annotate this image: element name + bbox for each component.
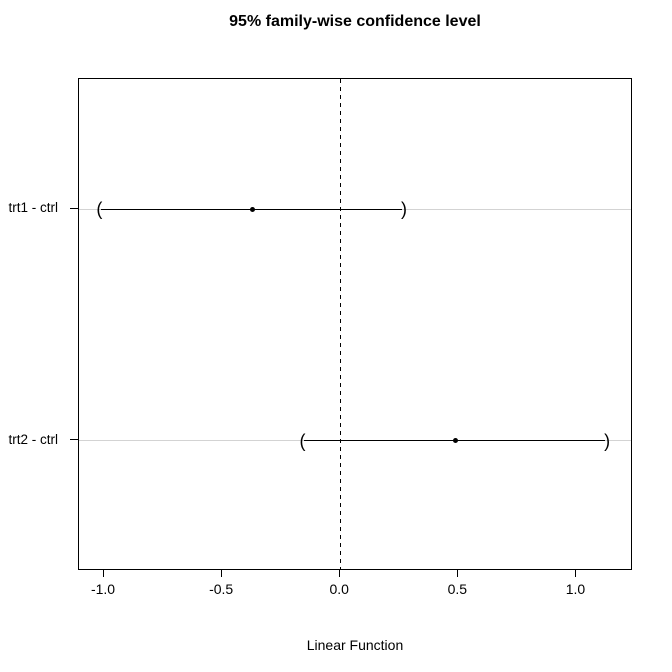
x-axis-tick xyxy=(456,569,458,577)
y-axis-label: trt2 - ctrl xyxy=(8,431,59,447)
ci-upper-paren: ) xyxy=(401,199,407,220)
x-axis-tick xyxy=(574,569,576,577)
chart-title: 95% family-wise confidence level xyxy=(229,13,481,30)
ci-upper-paren: ) xyxy=(604,430,611,451)
x-axis-tick xyxy=(338,569,340,577)
y-axis-label: trt1 - ctrl xyxy=(8,200,59,216)
ci-lower-paren: ( xyxy=(299,430,306,451)
x-axis-tick-label: -0.5 xyxy=(209,581,234,597)
zero-reference-line xyxy=(339,79,341,569)
ci-lower-paren: ( xyxy=(96,199,103,220)
x-axis-tick-label: 0.5 xyxy=(447,581,468,597)
x-axis-tick xyxy=(220,569,222,577)
x-axis-tick-label: 0.0 xyxy=(329,581,349,597)
x-axis-label: Linear Function xyxy=(306,637,404,653)
estimate-point xyxy=(453,438,459,444)
y-axis-tick xyxy=(70,439,78,441)
x-axis-tick-label: -1.0 xyxy=(90,581,116,597)
x-axis-tick-label: 1.0 xyxy=(565,581,586,597)
estimate-point xyxy=(250,206,256,212)
x-axis-tick xyxy=(102,569,104,577)
y-axis-tick xyxy=(70,207,78,209)
plot-area: () () xyxy=(78,78,632,570)
